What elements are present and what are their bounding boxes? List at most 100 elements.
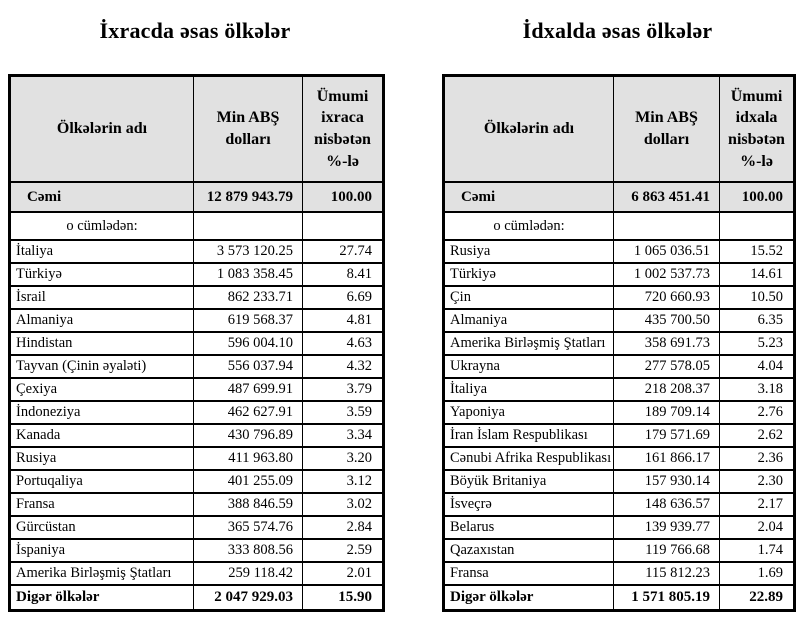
country-value: 139 939.77 (613, 515, 720, 540)
table-row: Almaniya 435 700.50 6.35 (443, 308, 795, 333)
country-value: 333 808.56 (193, 538, 303, 563)
table-row: Yaponiya 189 709.14 2.76 (443, 400, 795, 425)
table-row: Fransa 115 812.23 1.69 (443, 561, 795, 586)
country-name: İran İslam Respublikası (443, 423, 614, 448)
country-percent: 3.79 (302, 377, 384, 402)
other-countries-label: Digər ölkələr (9, 584, 194, 612)
country-name: Amerika Birləşmiş Ştatları (443, 331, 614, 356)
country-name: Portuqaliya (9, 469, 194, 494)
table-row: Türkiyə 1 083 358.45 8.41 (9, 262, 384, 287)
country-value: 862 233.71 (193, 285, 303, 310)
country-value: 148 636.57 (613, 492, 720, 517)
imports-header-row: Ölkələrin adı Min ABŞ dolları Ümumi idxa… (443, 74, 795, 183)
empty-cell (302, 211, 384, 241)
exports-column-header-country: Ölkələrin adı (9, 74, 194, 183)
country-name: Çexiya (9, 377, 194, 402)
country-percent: 8.41 (302, 262, 384, 287)
country-percent: 3.18 (719, 377, 795, 402)
country-name: Qazaxıstan (443, 538, 614, 563)
other-countries-value: 1 571 805.19 (613, 584, 720, 612)
table-row: Fransa 388 846.59 3.02 (9, 492, 384, 517)
country-value: 411 963.80 (193, 446, 303, 471)
country-value: 259 118.42 (193, 561, 303, 586)
exports-other-countries-row: Digər ölkələr 2 047 929.03 15.90 (9, 584, 384, 612)
country-percent: 6.35 (719, 308, 795, 333)
country-value: 619 568.37 (193, 308, 303, 333)
country-percent: 1.69 (719, 561, 795, 586)
country-name: İtaliya (443, 377, 614, 402)
total-value: 12 879 943.79 (193, 181, 303, 213)
total-percent: 100.00 (302, 181, 384, 213)
table-row: Böyük Britaniya 157 930.14 2.30 (443, 469, 795, 494)
country-name: İspaniya (9, 538, 194, 563)
country-value: 1 083 358.45 (193, 262, 303, 287)
exports-column-header-value: Min ABŞ dolları (193, 74, 303, 183)
country-percent: 6.69 (302, 285, 384, 310)
country-name: Böyük Britaniya (443, 469, 614, 494)
country-name: Çin (443, 285, 614, 310)
total-value: 6 863 451.41 (613, 181, 720, 213)
imports-title: İdxalda əsas ölkələr (522, 18, 713, 43)
total-label: Cəmi (443, 181, 614, 213)
country-percent: 2.36 (719, 446, 795, 471)
other-countries-label: Digər ölkələr (443, 584, 614, 612)
table-row: Amerika Birləşmiş Ştatları 358 691.73 5.23 (443, 331, 795, 356)
table-row: İspaniya 333 808.56 2.59 (9, 538, 384, 563)
country-name: Tayvan (Çinin əyaləti) (9, 354, 194, 379)
country-value: 596 004.10 (193, 331, 303, 356)
table-row: İran İslam Respublikası 179 571.69 2.62 (443, 423, 795, 448)
table-row: Çexiya 487 699.91 3.79 (9, 377, 384, 402)
country-percent: 5.23 (719, 331, 795, 356)
exports-table: Ölkələrin adı Min ABŞ dolları Ümumi ixra… (8, 74, 385, 612)
country-percent: 4.32 (302, 354, 384, 379)
table-row: İsveçrə 148 636.57 2.17 (443, 492, 795, 517)
table-row: Türkiyə 1 002 537.73 14.61 (443, 262, 795, 287)
country-value: 1 002 537.73 (613, 262, 720, 287)
country-percent: 2.59 (302, 538, 384, 563)
country-value: 556 037.94 (193, 354, 303, 379)
table-row: Belarus 139 939.77 2.04 (443, 515, 795, 540)
exports-subheader-row: o cümlədən: (9, 211, 384, 241)
country-name: İtaliya (9, 239, 194, 264)
table-row: Çin 720 660.93 10.50 (443, 285, 795, 310)
country-value: 365 574.76 (193, 515, 303, 540)
country-name: Hindistan (9, 331, 194, 356)
other-countries-percent: 15.90 (302, 584, 384, 612)
country-value: 487 699.91 (193, 377, 303, 402)
country-value: 157 930.14 (613, 469, 720, 494)
country-value: 1 065 036.51 (613, 239, 720, 264)
country-value: 388 846.59 (193, 492, 303, 517)
table-row: Hindistan 596 004.10 4.63 (9, 331, 384, 356)
country-percent: 3.02 (302, 492, 384, 517)
imports-column-header-value: Min ABŞ dolları (613, 74, 720, 183)
imports-table: Ölkələrin adı Min ABŞ dolları Ümumi idxa… (442, 74, 796, 612)
country-percent: 2.84 (302, 515, 384, 540)
country-percent: 2.04 (719, 515, 795, 540)
country-name: Türkiyə (443, 262, 614, 287)
exports-panel: İxracda əsas ölkələr Ölkələrin adı Min A… (8, 0, 385, 612)
table-row: İtaliya 3 573 120.25 27.74 (9, 239, 384, 264)
country-value: 435 700.50 (613, 308, 720, 333)
country-percent: 2.62 (719, 423, 795, 448)
country-percent: 3.59 (302, 400, 384, 425)
country-value: 218 208.37 (613, 377, 720, 402)
country-name: Amerika Birləşmiş Ştatları (9, 561, 194, 586)
country-name: Rusiya (443, 239, 614, 264)
table-row: Ukrayna 277 578.05 4.04 (443, 354, 795, 379)
imports-column-header-percent: Ümumi idxala nisbətən %-lə (719, 74, 795, 183)
country-name: Almaniya (443, 308, 614, 333)
country-value: 115 812.23 (613, 561, 720, 586)
country-percent: 3.34 (302, 423, 384, 448)
country-value: 3 573 120.25 (193, 239, 303, 264)
country-percent: 14.61 (719, 262, 795, 287)
country-name: Ukrayna (443, 354, 614, 379)
country-name: Yaponiya (443, 400, 614, 425)
imports-subheader-row: o cümlədən: (443, 211, 795, 241)
country-value: 358 691.73 (613, 331, 720, 356)
country-percent: 3.20 (302, 446, 384, 471)
other-countries-percent: 22.89 (719, 584, 795, 612)
country-name: İndoneziya (9, 400, 194, 425)
country-value: 462 627.91 (193, 400, 303, 425)
exports-column-header-percent: Ümumi ixraca nisbətən %-lə (302, 74, 384, 183)
